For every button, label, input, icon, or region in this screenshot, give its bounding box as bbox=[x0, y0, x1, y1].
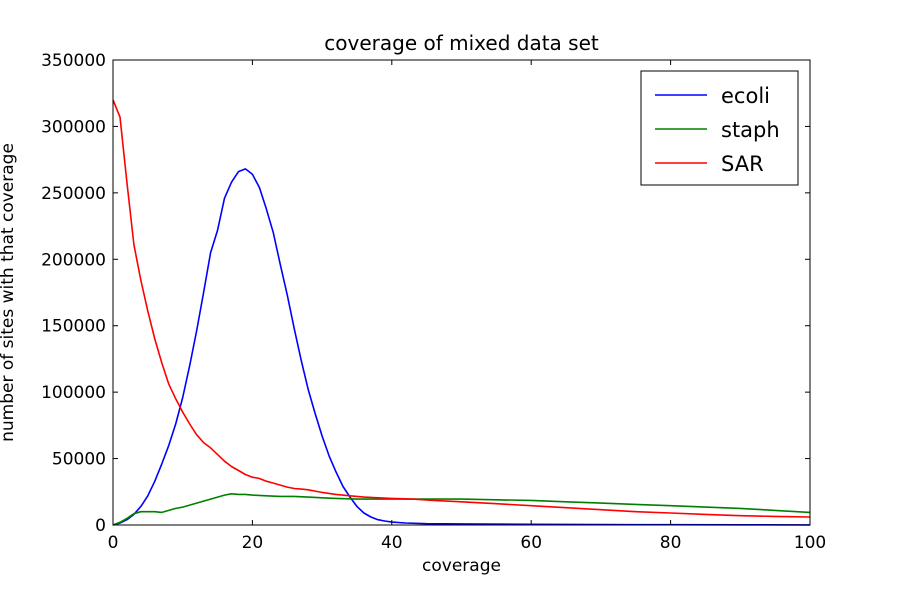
chart-title: coverage of mixed data set bbox=[324, 31, 599, 55]
legend-label-sar: SAR bbox=[721, 152, 764, 176]
legend-box bbox=[640, 70, 799, 186]
legend: ecoli staph SAR bbox=[640, 70, 799, 186]
legend-label-ecoli: ecoli bbox=[721, 84, 770, 108]
series-line-ecoli bbox=[112, 168, 811, 526]
y-tick-label: 50000 bbox=[52, 450, 106, 470]
y-tick-label: 150000 bbox=[41, 317, 106, 337]
x-tick-label: 20 bbox=[242, 533, 264, 553]
y-tick-label: 100000 bbox=[41, 383, 106, 403]
plot-frame bbox=[112, 59, 811, 526]
series-line-staph bbox=[112, 492, 811, 526]
x-tick-label: 100 bbox=[794, 533, 826, 553]
x-tick-label: 40 bbox=[381, 533, 403, 553]
x-tick-label: 0 bbox=[108, 533, 119, 553]
series-line-sar bbox=[112, 99, 811, 518]
x-tick-label: 60 bbox=[520, 533, 542, 553]
ticks-layer: 0 20 40 60 80 100 0 50000 100000 150000 200000 2500… bbox=[41, 51, 826, 553]
y-tick-label: 300000 bbox=[41, 117, 106, 137]
legend-label-staph: staph bbox=[721, 118, 780, 142]
y-tick-label: 250000 bbox=[41, 184, 106, 204]
y-axis-label: number of sites with that coverage bbox=[0, 143, 18, 442]
x-axis-label: coverage bbox=[422, 556, 501, 576]
y-tick-label: 200000 bbox=[41, 250, 106, 270]
y-tick-label: 0 bbox=[95, 516, 106, 536]
x-tick-label: 80 bbox=[660, 533, 682, 553]
y-tick-label: 350000 bbox=[41, 51, 106, 71]
